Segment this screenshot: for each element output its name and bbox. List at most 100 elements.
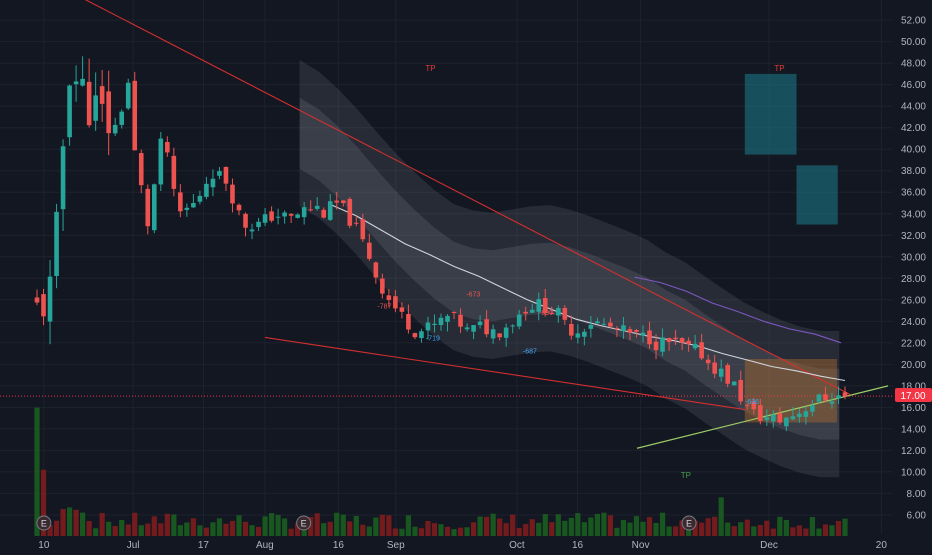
candle-body: [516, 314, 522, 327]
volume-bar: [731, 526, 737, 536]
volume-bar: [164, 513, 170, 536]
volume-bar: [490, 513, 496, 536]
earnings-marker-circle: [36, 515, 52, 531]
candle-body: [334, 200, 340, 203]
volume-bar: [93, 528, 99, 536]
volume-bar: [464, 527, 470, 536]
volume-bar: [679, 520, 685, 536]
volume-bar: [171, 514, 177, 536]
volume-bar: [770, 528, 776, 536]
candle-body: [627, 329, 633, 333]
price-tick-label: 10.00: [901, 467, 926, 478]
volume-bar: [822, 524, 829, 536]
volume-bar: [692, 520, 698, 536]
candle-body: [536, 299, 542, 312]
volume-bar: [790, 527, 796, 536]
volume-bar: [334, 512, 340, 536]
earnings-marker-label: E: [41, 519, 47, 529]
current-price-tag: 17.00: [895, 388, 932, 402]
volume-bar: [373, 517, 379, 536]
target-zone-upper: [744, 73, 797, 155]
candle-body: [380, 278, 385, 294]
price-axis[interactable]: 6.00 8.00 10.00 12.00 14.00 16.00 18.00 20.00 22…: [893, 0, 932, 550]
candle-body: [367, 242, 372, 259]
volume-bar: [829, 525, 835, 536]
price-tick-label: 24.00: [901, 317, 926, 328]
volume-bar: [119, 519, 125, 536]
candle-body: [803, 411, 809, 417]
volume-bar: [835, 520, 842, 536]
volume-bar: [386, 515, 392, 536]
candle-body: [666, 337, 672, 342]
price-tick-label: 30.00: [901, 252, 926, 263]
earnings-marker-label: E: [686, 519, 692, 529]
volume-bar: [620, 519, 627, 536]
candle-body: [503, 327, 509, 338]
volume-bar: [594, 513, 600, 536]
volume-bar: [614, 527, 620, 536]
volume-bar: [764, 520, 770, 536]
candle-body: [569, 323, 574, 336]
candle-body: [282, 212, 287, 217]
candle-body: [673, 337, 678, 340]
candle-body: [34, 297, 40, 303]
time-tick-label: Aug: [256, 540, 274, 550]
candle-body: [777, 413, 783, 423]
volume-bar: [399, 528, 405, 536]
candle-body: [132, 80, 138, 151]
volume-bar: [666, 526, 672, 536]
price-tick-label: 34.00: [901, 209, 926, 220]
price-tick-label: 46.00: [901, 80, 926, 91]
volume-bar: [686, 528, 692, 536]
candle-body: [106, 91, 111, 134]
candle-body: [360, 219, 366, 240]
candle-body: [634, 330, 639, 332]
volume-bar: [145, 523, 151, 536]
volume-bar: [627, 522, 633, 536]
volume-bar: [725, 522, 731, 536]
time-tick-label: 16: [333, 540, 345, 550]
price-tick-label: 16.00: [901, 403, 926, 414]
candle-body: [477, 321, 483, 326]
candle-body: [386, 295, 392, 300]
candle-body: [790, 416, 796, 420]
candle-body: [243, 213, 248, 228]
volume-bar: [392, 528, 398, 536]
candle-body: [471, 325, 476, 332]
candle-body: [595, 321, 600, 324]
candlesticks: [34, 56, 848, 432]
volume-bar: [353, 515, 359, 536]
price-tick-label: 8.00: [907, 489, 927, 500]
volume-bar: [99, 513, 105, 536]
candle-body: [256, 221, 261, 228]
candle-body: [73, 81, 79, 85]
volume-bar: [497, 518, 503, 536]
volume-bar: [262, 516, 268, 536]
price-tick-label: 48.00: [901, 59, 926, 70]
candle-body: [47, 276, 53, 322]
candle-body: [445, 315, 450, 322]
current-price-bg: [895, 388, 932, 402]
price-tick-label: 12.00: [901, 446, 926, 457]
volume-histogram: [34, 407, 848, 536]
candle-body: [647, 330, 652, 345]
time-tick-label: Nov: [632, 540, 650, 550]
take-profit-label: TP: [681, 471, 691, 480]
candle-body: [438, 317, 444, 325]
candle-body: [529, 309, 535, 313]
candle-body: [555, 307, 561, 316]
candle-body: [582, 331, 587, 337]
volume-bar: [40, 469, 47, 536]
time-axis[interactable]: 10 Jul 17 Aug 16 Sep Oct 16 Nov Dec 20: [38, 540, 887, 551]
volume-bar: [562, 520, 568, 536]
price-tick-label: 6.00: [907, 510, 927, 521]
candle-body: [288, 213, 294, 216]
candle-body: [41, 294, 46, 317]
candle-body: [191, 203, 196, 208]
outer-band: [299, 59, 840, 478]
target-zone-lower: [796, 165, 838, 225]
candle-body: [393, 296, 398, 309]
price-tick-label: 26.00: [901, 295, 926, 306]
